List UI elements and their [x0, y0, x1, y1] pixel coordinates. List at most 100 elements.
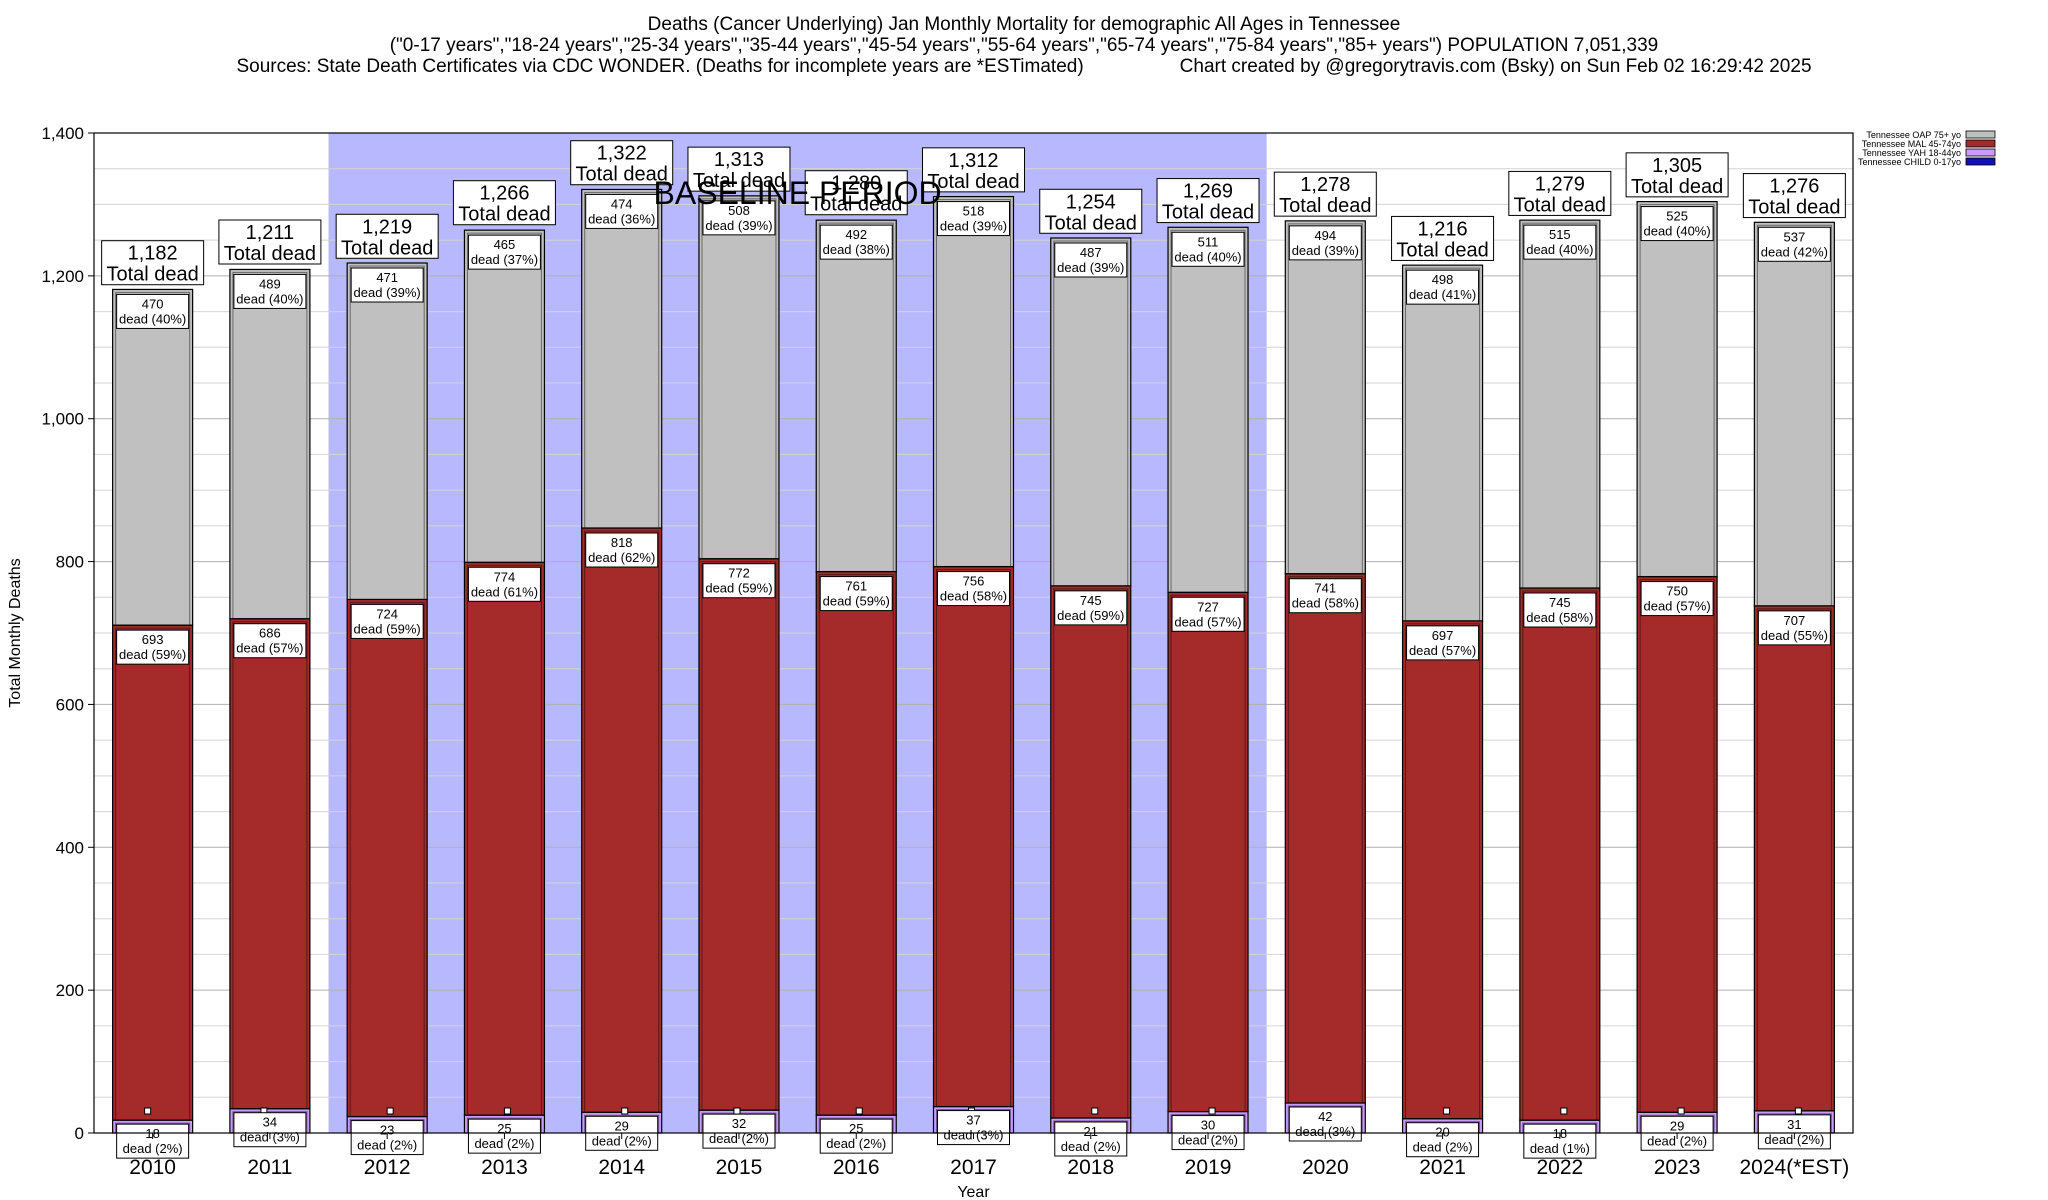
bar-segment-inner-border	[1170, 594, 1246, 1113]
total-label-text: Total dead	[810, 194, 902, 216]
segment-label-pct: dead (2%)	[1178, 1133, 1238, 1148]
bar-segment	[1050, 237, 1132, 587]
segment-label-box	[585, 193, 659, 229]
bar-segment-inner-border	[1639, 204, 1715, 578]
segment-label-value: 23	[380, 1123, 394, 1138]
x-tick-label: 2017	[950, 1156, 997, 1179]
x-tick-label: 2010	[129, 1156, 176, 1179]
legend-swatch	[1965, 130, 1996, 139]
bar-segment-inner-border	[466, 564, 542, 1116]
segment-label-value: 518	[963, 204, 985, 219]
segment-label-value: 707	[1784, 613, 1806, 628]
segment-label-value: 761	[845, 579, 867, 594]
segment-label-value: 30	[1201, 1118, 1215, 1133]
segment-label-pct: dead (2%)	[1647, 1133, 1707, 1148]
child-marker	[1208, 1107, 1216, 1115]
total-label-value: 1,211	[246, 222, 295, 244]
chart-title: Deaths (Cancer Underlying) Jan Monthly M…	[647, 14, 1401, 35]
total-label-box	[1039, 188, 1143, 234]
total-label-box	[1156, 178, 1260, 224]
total-label-value: 1,219	[362, 216, 412, 238]
total-label-box	[1625, 152, 1729, 198]
child-marker	[1794, 1107, 1802, 1115]
segment-label-box	[1054, 590, 1128, 626]
segment-label-value: 25	[849, 1121, 863, 1136]
total-label-box	[687, 146, 791, 192]
y-tick-label: 400	[56, 838, 84, 857]
segment-label-pct: dead (57%)	[1643, 599, 1710, 614]
legend-label: Tennessee MAL 45-74yo	[1862, 139, 1961, 149]
segment-label-box	[350, 267, 424, 303]
segment-label-pct: dead (39%)	[940, 219, 1007, 234]
x-tick-label: 2018	[1067, 1156, 1114, 1179]
segment-label-box	[233, 1112, 307, 1148]
bar-segment	[581, 188, 663, 529]
total-label-text: Total dead	[1045, 212, 1137, 234]
segment-label-box	[1640, 581, 1714, 617]
y-tick-label: 800	[56, 553, 84, 572]
segment-label-box	[116, 1123, 190, 1159]
child-marker	[1091, 1107, 1099, 1115]
segment-label-pct: dead (57%)	[1174, 614, 1241, 629]
segment-label-pct: dead (2%)	[826, 1136, 886, 1151]
segment-label-pct: dead (2%)	[123, 1141, 183, 1156]
total-label-box	[1391, 215, 1495, 261]
total-label-text: Total dead	[1514, 194, 1606, 216]
segment-label-pct: dead (59%)	[705, 581, 772, 596]
segment-label-value: 741	[1314, 581, 1336, 596]
segment-label-value: 525	[1666, 209, 1688, 224]
bar-segment-inner-border	[1522, 590, 1598, 1121]
segment-label-value: 756	[963, 574, 985, 589]
segment-label-box	[1523, 224, 1597, 260]
bar-segment	[1519, 219, 1601, 589]
segment-label-pct: dead (40%)	[1174, 249, 1241, 264]
bar-segment-inner-border	[936, 569, 1011, 1108]
chart-credit: Chart created by @gregorytravis.com (Bsk…	[1179, 56, 1812, 77]
x-tick-label: 2016	[833, 1156, 880, 1179]
segment-label-pct: dead (40%)	[1643, 224, 1710, 239]
segment-label-pct: dead (36%)	[588, 211, 655, 226]
bar-segment	[229, 618, 311, 1110]
segment-label-value: 774	[494, 569, 516, 584]
x-tick-label: 2024(*EST)	[1740, 1156, 1850, 1179]
bar-segment	[346, 262, 428, 601]
segment-label-value: 686	[259, 626, 281, 641]
legend-swatch	[1965, 148, 1996, 157]
x-tick-label: 2013	[481, 1156, 528, 1179]
plot-frame	[93, 132, 1854, 1134]
segment-label-box	[1054, 242, 1128, 278]
total-label-box	[1273, 171, 1377, 217]
segment-label-value: 34	[263, 1115, 277, 1130]
segment-label-value: 537	[1784, 229, 1806, 244]
segment-label-value: 772	[728, 566, 750, 581]
chart-sources-line: Sources: State Death Certificates via CD…	[0, 56, 2048, 77]
baseline-period-label: BASELINE PERIOD	[654, 175, 942, 211]
bar-segment-inner-border	[1287, 223, 1363, 575]
segment-label-pct: dead (55%)	[1761, 628, 1828, 643]
bar-segment-inner-border	[584, 191, 660, 529]
segment-label-box	[819, 576, 893, 612]
child-marker	[1560, 1107, 1568, 1115]
total-label-text: Total dead	[458, 204, 550, 226]
segment-label-box	[1406, 269, 1480, 305]
bar-segment	[1167, 226, 1249, 593]
bar-segment	[932, 195, 1015, 568]
bar-segment-inner-border	[115, 291, 191, 626]
bar-segment	[815, 570, 897, 1116]
bar-segment	[1050, 585, 1132, 1119]
bar-segment	[229, 268, 311, 620]
child-marker	[855, 1107, 863, 1115]
bar-segment	[1753, 221, 1835, 607]
bar-segment	[1636, 200, 1718, 578]
bar-segment-inner-border	[701, 198, 777, 560]
